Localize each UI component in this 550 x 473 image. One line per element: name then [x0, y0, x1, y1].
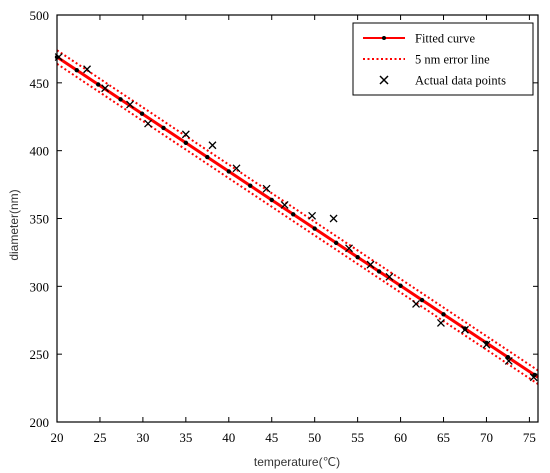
y-tick-label: 400	[30, 144, 50, 159]
x-tick-label: 75	[523, 430, 536, 445]
legend: Fitted curve 5 nm error line Actual data p…	[352, 22, 534, 96]
fitted-curve-marker	[376, 269, 382, 274]
x-tick-label: 35	[179, 430, 192, 445]
fitted-curve-marker	[398, 283, 403, 288]
x-tick-label: 65	[437, 430, 450, 445]
y-tick-label: 250	[30, 347, 50, 362]
fitted-curve-marker	[269, 197, 274, 203]
fitted-curve-marker	[205, 154, 210, 160]
data-point	[262, 184, 271, 193]
x-tick-label: 70	[480, 430, 493, 445]
legend-label: 5 nm error line	[415, 53, 490, 67]
data-point-stroke	[54, 53, 63, 62]
error-line-upper	[56, 49, 539, 372]
data-point	[504, 356, 513, 365]
legend-swatch-dot	[382, 36, 386, 40]
fitted-curve-marker	[161, 125, 166, 131]
fitted-curve-marker	[462, 326, 468, 331]
data-point-stroke	[83, 65, 92, 74]
actual-data-points	[54, 53, 538, 382]
x-tick-label: 45	[265, 430, 278, 445]
data-point-stroke	[329, 214, 338, 223]
data-point	[280, 200, 289, 209]
legend-label: Fitted curve	[415, 32, 476, 46]
y-tick-label: 450	[30, 76, 50, 91]
data-point-stroke	[181, 130, 190, 139]
fitted-curve-marker	[183, 140, 189, 146]
y-tick-label: 200	[30, 415, 50, 430]
data-point-stroke	[345, 244, 353, 253]
fitted-curve-marker	[139, 111, 145, 116]
data-point-stroke	[144, 119, 153, 128]
data-point-stroke	[126, 100, 134, 109]
error-line-lower	[56, 63, 539, 385]
y-tick-label: 500	[30, 8, 50, 23]
y-tick-label: 300	[30, 279, 50, 294]
data-point-stroke	[482, 340, 491, 349]
data-point	[529, 373, 538, 382]
data-point	[208, 141, 217, 150]
data-point	[412, 300, 420, 308]
data-point-stroke	[208, 141, 217, 150]
fitted-curve-marker	[312, 226, 317, 231]
fitted-curve-marker	[441, 312, 446, 317]
fitted-curve-line	[56, 55, 539, 379]
data-point-stroke	[529, 373, 538, 382]
data-point-stroke	[280, 200, 289, 209]
data-point	[101, 84, 110, 93]
legend-label: Actual data points	[415, 74, 506, 88]
data-point	[461, 325, 469, 334]
fitted-curve-marker	[226, 169, 231, 174]
data-point	[232, 164, 241, 173]
data-point	[329, 214, 338, 223]
data-point-stroke	[101, 84, 110, 93]
data-point-stroke	[436, 319, 445, 327]
x-tick-label: 40	[222, 430, 235, 445]
data-point	[126, 100, 134, 109]
fitted-curve-marker	[96, 82, 101, 87]
data-point-stroke	[385, 272, 394, 281]
data-point-stroke	[504, 356, 513, 365]
data-point	[83, 65, 92, 74]
data-point	[308, 211, 317, 220]
fitted-curve-marker	[118, 97, 123, 102]
data-point	[366, 260, 375, 269]
fitted-curve-marker	[74, 68, 79, 73]
data-point	[181, 130, 190, 139]
x-axis-label: temperature(℃)	[254, 455, 340, 469]
data-point	[385, 272, 394, 281]
data-point	[54, 53, 63, 62]
x-tick-label: 60	[394, 430, 407, 445]
data-point	[345, 244, 353, 253]
data-point-stroke	[232, 164, 241, 173]
axes: 20 25 30 35 40 45 50 55 60 65 70 75 200 250 300 350 400 4…	[30, 8, 539, 445]
x-tick-label: 20	[51, 430, 64, 445]
data-point-stroke	[262, 184, 271, 193]
data-point-stroke	[461, 325, 469, 334]
x-tick-label: 25	[93, 430, 106, 445]
fitted-curve-marker	[248, 183, 253, 188]
data-point-stroke	[308, 211, 317, 220]
data-point-stroke	[366, 260, 375, 269]
data-point	[482, 340, 491, 349]
fitted-curve-marker	[291, 212, 296, 217]
y-axis-label: diameter(nm)	[7, 189, 21, 260]
legend-swatch-x	[379, 75, 389, 85]
x-tick-label: 30	[136, 430, 149, 445]
error-lines	[56, 49, 539, 385]
fitted-curve-marker	[333, 240, 339, 246]
data-point-stroke	[412, 300, 420, 308]
x-tick-label: 55	[351, 430, 364, 445]
x-tick-label: 50	[308, 430, 321, 445]
fitted-curve-marker	[355, 254, 360, 260]
data-point	[144, 119, 153, 128]
y-tick-label: 350	[30, 212, 50, 227]
fitted-curve-marker	[419, 297, 425, 303]
data-point	[436, 319, 445, 327]
